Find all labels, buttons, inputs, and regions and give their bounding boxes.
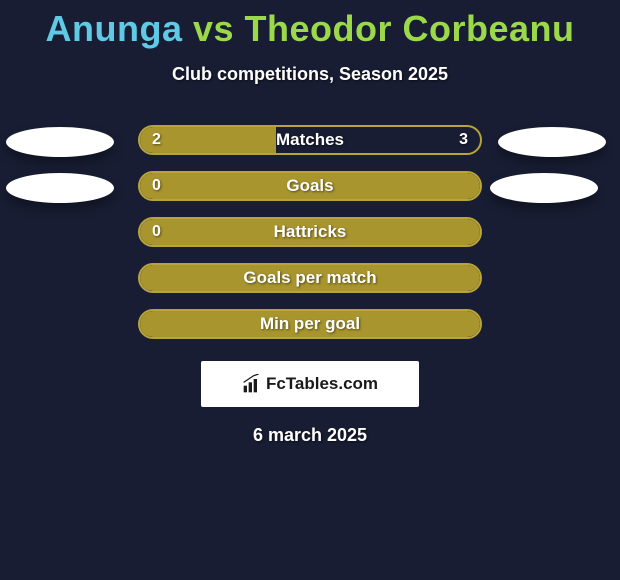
- stat-label: Goals per match: [140, 265, 480, 291]
- footer-date: 6 march 2025: [0, 425, 620, 446]
- page-title: Anunga vs Theodor Corbeanu: [0, 0, 620, 50]
- player-right-marker: [490, 173, 598, 203]
- stat-row: Hattricks0: [0, 217, 620, 263]
- player-left-marker: [6, 173, 114, 203]
- brand-box[interactable]: FcTables.com: [201, 361, 419, 407]
- stat-bar: Min per goal: [138, 309, 482, 339]
- stat-value-left: 2: [152, 127, 161, 153]
- title-vs: vs: [182, 8, 244, 49]
- stat-row: Matches2 3: [0, 125, 620, 171]
- comparison-chart: Matches23Goals0Hattricks0Goals per match…: [0, 125, 620, 355]
- stat-value-left: 0: [152, 173, 161, 199]
- stat-label: Hattricks: [140, 219, 480, 245]
- bar-chart-icon: [242, 374, 262, 394]
- player-right-marker: [498, 127, 606, 157]
- stat-bar: Goals0: [138, 171, 482, 201]
- stat-bar: Matches2 3: [138, 125, 482, 155]
- player-left-marker: [6, 127, 114, 157]
- stat-value-right: 3: [459, 127, 468, 153]
- stat-row: Min per goal: [0, 309, 620, 355]
- stat-label: Goals: [140, 173, 480, 199]
- title-left: Anunga: [45, 8, 182, 49]
- subtitle: Club competitions, Season 2025: [0, 64, 620, 85]
- brand-text: FcTables.com: [266, 374, 378, 394]
- stat-value-left: 0: [152, 219, 161, 245]
- stat-bar: Goals per match: [138, 263, 482, 293]
- stat-bar: Hattricks0: [138, 217, 482, 247]
- stat-label: Min per goal: [140, 311, 480, 337]
- title-right: Theodor Corbeanu: [245, 8, 575, 49]
- stat-row: Goals per match: [0, 263, 620, 309]
- stat-row: Goals0: [0, 171, 620, 217]
- stat-label: Matches: [140, 127, 480, 153]
